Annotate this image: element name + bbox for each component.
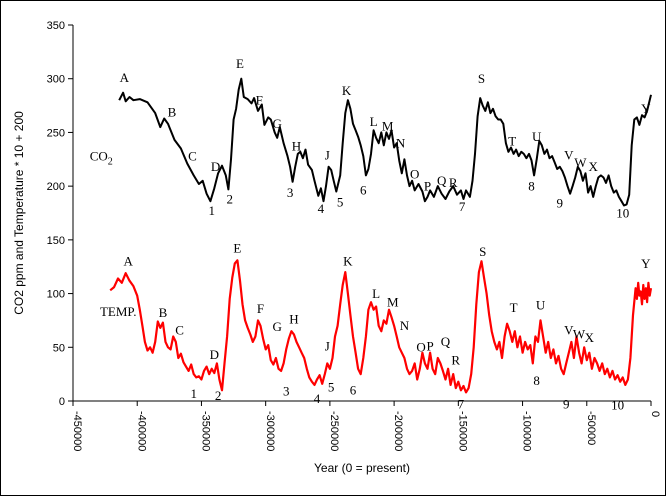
y-tick-label: 250 xyxy=(47,127,65,139)
annotation-label: R xyxy=(449,175,458,190)
annotation-label: 10 xyxy=(616,205,629,220)
x-tick-label: -150000 xyxy=(456,411,468,451)
y-tick-label: 200 xyxy=(47,181,65,193)
annotation-label: G xyxy=(273,319,282,334)
annotation-label: H xyxy=(292,139,301,154)
annotation-label: Y xyxy=(641,256,651,271)
annotation-label: T xyxy=(508,133,516,148)
annotation-label: X xyxy=(585,330,595,345)
annotation-label: P xyxy=(424,178,431,193)
annotation-label: 1 xyxy=(190,386,197,401)
x-tick-label: -200000 xyxy=(392,411,404,451)
y-tick-label: 0 xyxy=(59,396,65,408)
annotation-label: D xyxy=(211,159,220,174)
annotation-label: 10 xyxy=(611,398,624,413)
annotation-label: 3 xyxy=(287,185,294,200)
annotation-label: 9 xyxy=(557,196,564,211)
annotation-label: R xyxy=(451,352,460,367)
annotation-label: K xyxy=(342,83,352,98)
annotation-subscript: 2 xyxy=(108,156,113,167)
annotation-label: P xyxy=(426,339,433,354)
annotation-label: M xyxy=(382,118,394,133)
annotation-label: U xyxy=(536,298,546,313)
annotation-label: E xyxy=(233,241,241,256)
x-tick-label: -50000 xyxy=(585,411,597,445)
annotation-label: B xyxy=(168,104,177,119)
annotation-label: 3 xyxy=(283,384,290,399)
annotation-label: E xyxy=(236,56,244,71)
annotation-label: H xyxy=(289,312,298,327)
annotation-label: W xyxy=(574,155,587,170)
x-tick-label: -100000 xyxy=(521,411,533,451)
x-tick-label: -250000 xyxy=(328,411,340,451)
annotation-label: N xyxy=(400,318,410,333)
annotation-label: T xyxy=(510,300,518,315)
annotation-label: 6 xyxy=(360,183,367,198)
annotation-label: 1 xyxy=(208,203,215,218)
annotation-label: B xyxy=(159,305,168,320)
x-tick-label: -350000 xyxy=(200,411,212,451)
series-line-co2 xyxy=(118,77,652,207)
annotation-label: 2 xyxy=(215,388,222,403)
annotation-label: N xyxy=(396,135,406,150)
annotation-label: F xyxy=(257,301,264,316)
annotation-label: G xyxy=(273,116,282,131)
annotation-label: A xyxy=(120,70,130,85)
annotation-label: X xyxy=(589,159,599,174)
annotation-label: K xyxy=(343,254,353,269)
annotation-label: O xyxy=(416,340,425,355)
y-tick-label: 350 xyxy=(47,20,65,32)
annotation-label: 5 xyxy=(328,379,335,394)
x-tick-label: -450000 xyxy=(71,411,83,451)
annotation-label: O xyxy=(410,167,419,182)
y-tick-label: 150 xyxy=(47,235,65,247)
annotation-label: J xyxy=(325,339,330,354)
annotation-label: 8 xyxy=(533,373,540,388)
annotation-label: CO2 xyxy=(90,148,113,167)
x-tick-label: -400000 xyxy=(135,411,147,451)
annotation-label: 7 xyxy=(459,199,466,214)
annotation-label: F xyxy=(256,92,263,107)
annotation-label: Q xyxy=(437,173,447,188)
y-axis-title: CO2 ppm and Temperature * 10 + 200 xyxy=(12,111,26,315)
y-tick-label: 50 xyxy=(53,342,65,354)
annotation-label: TEMP. xyxy=(100,304,136,319)
annotation-label: 6 xyxy=(350,383,357,398)
y-tick-label: 100 xyxy=(47,289,65,301)
series-line-temp xyxy=(109,259,653,394)
annotation-label: Q xyxy=(441,334,451,349)
x-tick-label: 0 xyxy=(649,411,661,417)
annotation-label: 4 xyxy=(314,391,321,406)
annotation-label: V xyxy=(564,322,574,337)
annotation-label: W xyxy=(573,327,586,342)
annotation-label: S xyxy=(479,244,486,259)
annotation-label: 2 xyxy=(226,191,233,206)
annotation-label: V xyxy=(564,147,574,162)
annotation-label: M xyxy=(387,294,399,309)
series-layer xyxy=(109,77,653,394)
annotation-label: J xyxy=(325,147,330,162)
annotation-label: C xyxy=(175,322,184,337)
annotation-label: U xyxy=(532,129,542,144)
annotation-label: Y xyxy=(641,101,651,116)
annotation-label: 5 xyxy=(337,195,344,210)
annotation-label: D xyxy=(210,347,219,362)
annotation-label: L xyxy=(372,286,380,301)
y-tick-label: 300 xyxy=(47,74,65,86)
annotation-label: 8 xyxy=(528,178,535,193)
annotation-label: L xyxy=(370,114,378,129)
annotation-label: A xyxy=(124,254,134,269)
x-tick-label: -300000 xyxy=(264,411,276,451)
annotation-label: 4 xyxy=(318,201,325,216)
annotation-label: C xyxy=(188,148,197,163)
annotation-label: 9 xyxy=(563,397,570,412)
annotation-label: 7 xyxy=(458,397,465,412)
annotation-label: S xyxy=(478,71,485,86)
x-axis-title: Year (0 = present) xyxy=(314,461,410,475)
